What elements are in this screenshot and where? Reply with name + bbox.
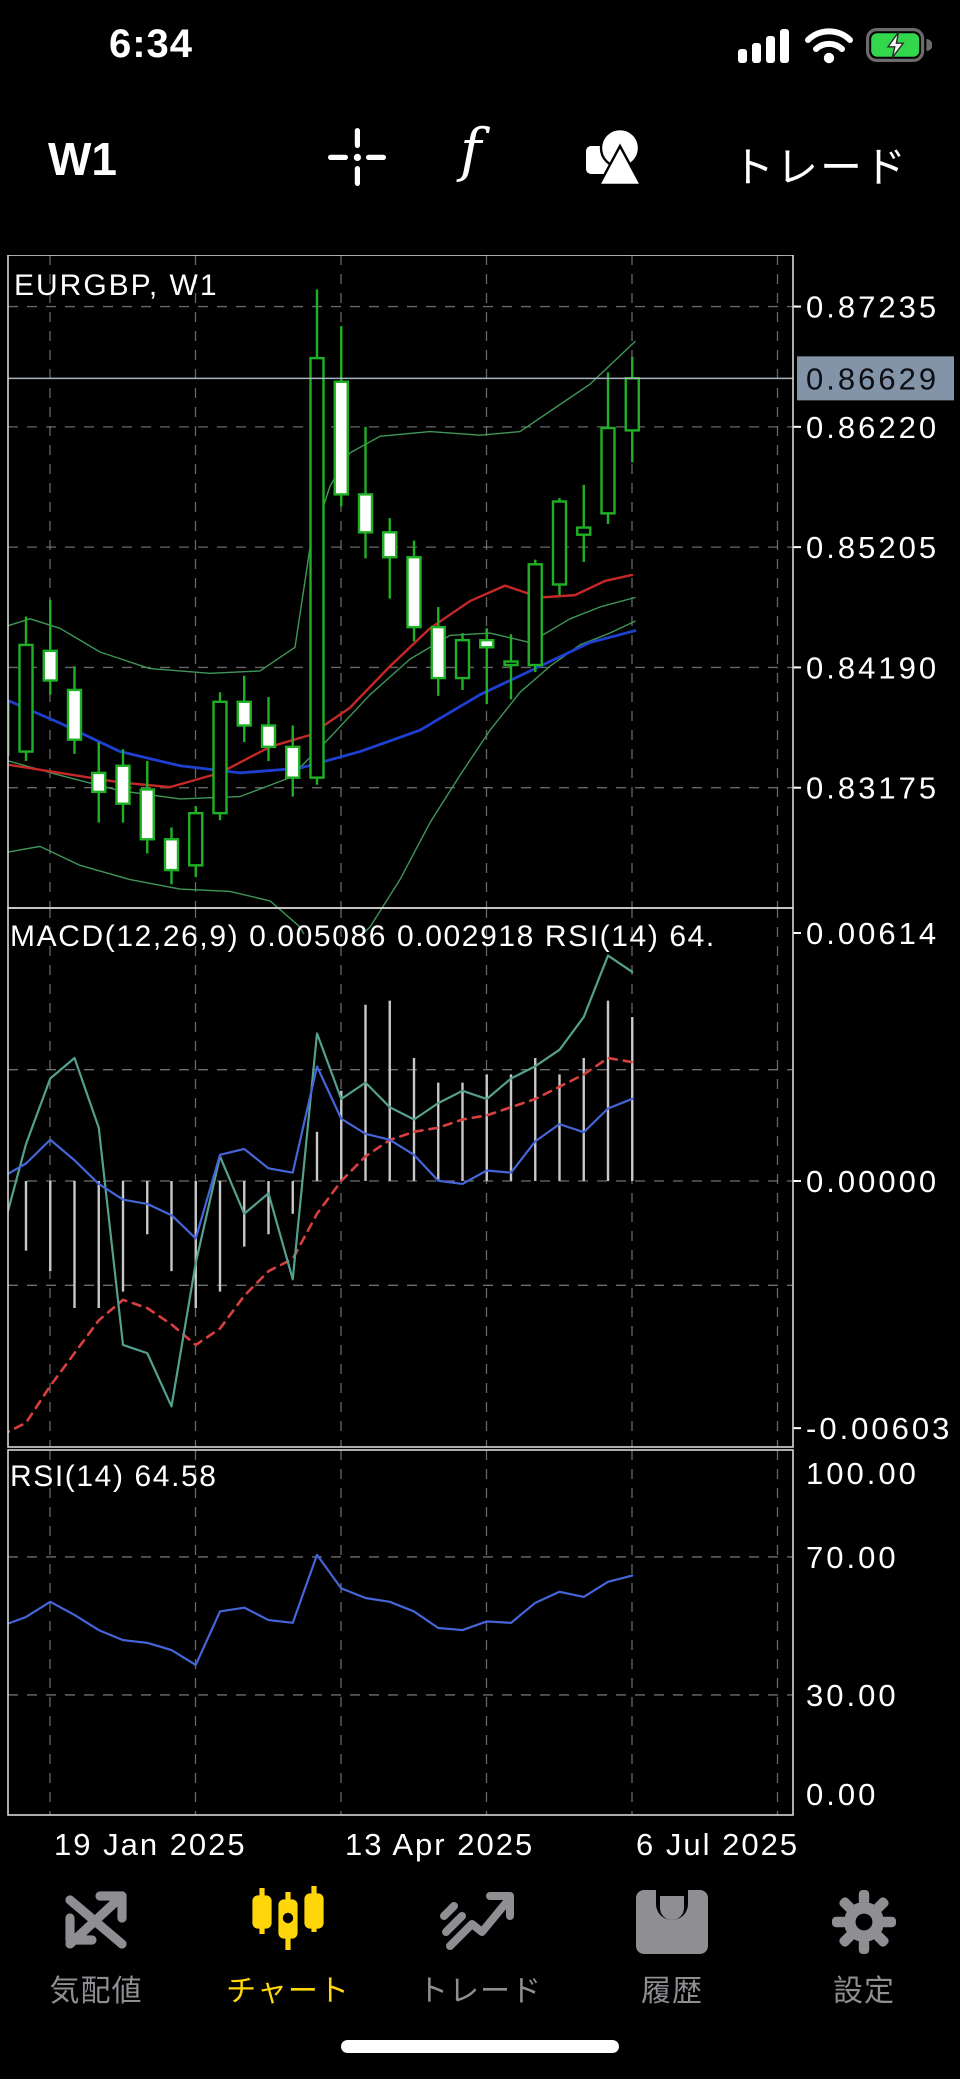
tab-chart[interactable]: チャート — [192, 1878, 384, 2028]
macd-signal-line — [8, 1056, 634, 1434]
tab-settings[interactable]: 設定 — [768, 1878, 960, 2028]
rsi-line — [8, 1553, 634, 1667]
candlestick — [624, 377, 640, 432]
crosshair-button[interactable] — [326, 126, 388, 191]
candlestick — [309, 356, 325, 779]
chart-canvas[interactable]: 0.86629 0.87235 0.86220 0.85205 0.84190 0.831… — [0, 255, 960, 1865]
candlestick — [430, 625, 446, 680]
price-axis-label: 0.86220 — [806, 410, 939, 445]
moving-average-blue — [8, 629, 637, 775]
indicators-button[interactable]: f — [460, 120, 481, 180]
price-axis-label: 0.84190 — [806, 650, 939, 685]
gear-icon — [832, 1890, 896, 1954]
crosshair-icon — [328, 128, 386, 186]
bollinger-lower-band — [8, 620, 636, 934]
price-axis-label: 0.83175 — [806, 771, 939, 806]
candlestick — [357, 493, 374, 534]
quotes-icon — [65, 1891, 127, 1949]
candlestick — [115, 764, 131, 805]
candlestick — [139, 788, 155, 841]
tab-quotes[interactable]: 気配値 — [0, 1878, 192, 2028]
macd-label-group: MACD(12,26,9) 0.005086 0.002918 RSI(14) … — [10, 920, 716, 953]
date-axis-label: 19 Jan 2025 — [54, 1827, 247, 1862]
wifi-icon — [805, 28, 853, 64]
rsi-pane — [8, 1553, 793, 1696]
tab-label: トレード — [418, 1975, 542, 2008]
tab-bar: 気配値 チャート トレード 履歴 — [0, 1878, 960, 2028]
battery-charging-icon — [866, 28, 932, 62]
candlestick — [333, 380, 349, 496]
macd-axis-label: -0.00603 — [806, 1411, 952, 1446]
candlestick — [8, 700, 10, 757]
tab-history[interactable]: 履歴 — [576, 1878, 768, 2028]
candlestick — [527, 563, 543, 667]
rsi-axis-label: 100.00 — [806, 1456, 919, 1491]
candlestick — [479, 638, 495, 649]
cellular-signal-icon — [738, 29, 789, 63]
candlestick — [66, 688, 83, 741]
candlestick — [285, 745, 301, 779]
pane-border — [7, 1449, 794, 1816]
shapes-icon — [586, 127, 644, 187]
price-axis-label: 0.87235 — [806, 290, 939, 325]
candlestick — [454, 638, 471, 680]
candlestick — [551, 500, 568, 586]
candlestick — [188, 811, 204, 867]
rsi-axis-label: 0.00 — [806, 1777, 878, 1812]
home-indicator[interactable] — [341, 2040, 619, 2053]
function-icon: f — [460, 116, 482, 184]
pane-border — [7, 255, 794, 909]
status-bar: 6:34 — [0, 0, 960, 100]
rsi-axis-label: 30.00 — [806, 1678, 899, 1713]
rsi-axis-label: 70.00 — [806, 1540, 899, 1575]
tab-label: 気配値 — [49, 1975, 143, 2008]
date-axis-label: 6 Jul 2025 — [636, 1827, 799, 1862]
bollinger-upper-band — [8, 340, 636, 675]
price-axis-label: 0.85205 — [806, 530, 939, 565]
macd-axis-label: 0.00614 — [806, 916, 939, 951]
objects-button[interactable] — [582, 126, 648, 191]
date-axis-label: 13 Apr 2025 — [345, 1827, 534, 1862]
candlestick — [600, 426, 616, 515]
candlestick — [163, 838, 180, 872]
chart-toolbar: W1 f トレード — [0, 108, 960, 218]
current-price-label: 0.86629 — [806, 361, 939, 396]
candlestick — [236, 700, 252, 727]
candlestick — [406, 556, 422, 629]
macd-rsi-overlay-line — [8, 1065, 634, 1240]
symbol-label: EURGBP, W1 — [14, 269, 219, 302]
tab-label: チャート — [226, 1975, 350, 2008]
timeframe-button[interactable]: W1 — [48, 133, 117, 185]
tab-trade[interactable]: トレード — [384, 1878, 576, 2028]
macd-axis-label: 0.00000 — [806, 1164, 939, 1199]
chart-icon — [252, 1886, 324, 1950]
tab-label: 設定 — [833, 1975, 895, 2008]
candlestick — [212, 700, 228, 815]
rsi-pane-label: RSI(14) 64.58 — [10, 1460, 218, 1493]
candlestick — [576, 526, 592, 536]
clock: 6:34 — [108, 22, 194, 66]
candlestick — [91, 771, 107, 794]
trade-icon — [440, 1892, 514, 1950]
candlestick — [382, 531, 398, 559]
candlestick — [18, 643, 34, 753]
candlestick — [503, 660, 519, 667]
macd-pane-label: MACD(12,26,9) 0.005086 0.002918 RSI(14) … — [10, 920, 716, 953]
trade-button[interactable]: トレード — [732, 134, 908, 195]
moving-average-red — [8, 573, 634, 789]
candlestick — [260, 724, 277, 749]
pane-border — [7, 907, 794, 1448]
main-pane — [8, 289, 793, 934]
macd-pane — [8, 954, 793, 1434]
history-icon — [636, 1890, 708, 1954]
candlestick — [42, 649, 58, 682]
macd-main-line — [8, 954, 634, 1408]
tab-label: 履歴 — [641, 1975, 703, 2008]
current-price-label-bg — [797, 356, 954, 401]
